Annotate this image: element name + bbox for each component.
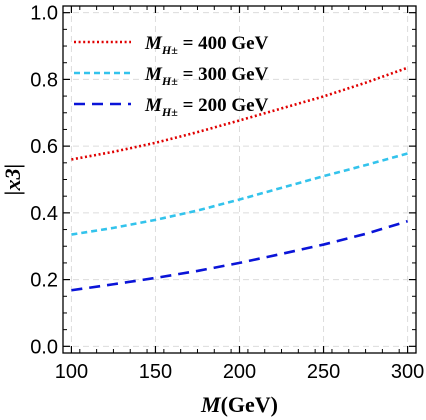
x-tick-label: 150 [139, 361, 172, 383]
y-tick-label: 0.8 [30, 69, 58, 91]
legend: MH± = 400 GeV MH± = 300 GeV MH± = 200 GeV [74, 33, 269, 119]
series-line-2 [71, 152, 408, 236]
axis-ticks: 100 150 200 250 300 0.0 0.2 0.4 0.6 0.8 1.0 [30, 3, 424, 383]
x-axis-title-symbol: M [200, 392, 222, 417]
x-tick-label: 200 [223, 361, 256, 383]
series-group [71, 66, 409, 292]
series-line-3 [71, 219, 408, 292]
y-tick-label: 1.0 [30, 3, 58, 25]
grid [63, 6, 416, 353]
y-tick-label: 0.6 [30, 136, 58, 158]
legend-label: MH± = 200 GeV [144, 95, 269, 119]
y-tick-label: 0.2 [30, 270, 58, 292]
x-tick-label: 300 [391, 361, 424, 383]
legend-label: MH± = 400 GeV [144, 33, 269, 57]
x-tick-label: 100 [55, 361, 88, 383]
x-axis-title-unit: (GeV) [221, 392, 278, 417]
legend-label: MH± = 300 GeV [144, 64, 269, 88]
x-tick-label: 250 [307, 361, 340, 383]
y-tick-label: 0.0 [30, 336, 58, 358]
series-line-1 [71, 66, 409, 161]
x-axis-title: M(GeV) [200, 392, 278, 417]
y-axis-title: |x3| [0, 164, 25, 196]
y-tick-label: 0.4 [30, 203, 58, 225]
